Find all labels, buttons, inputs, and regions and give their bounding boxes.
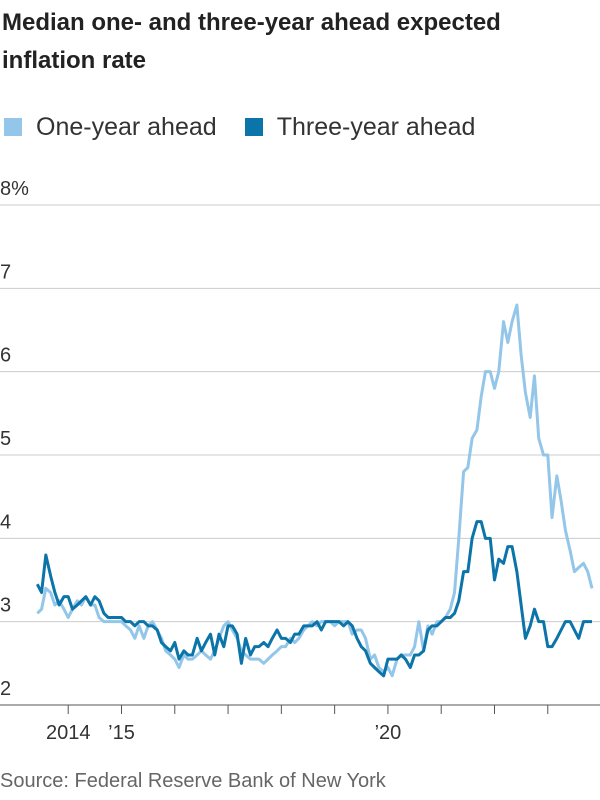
x-tick-label: ’15 (108, 722, 135, 744)
x-tick-label: ’20 (375, 722, 402, 744)
y-tick-label: 8% (0, 178, 29, 200)
legend-item: Three-year ahead (244, 112, 476, 142)
x-tick-label: 2014 (46, 722, 91, 744)
y-tick-label: 6 (0, 345, 11, 367)
legend-label: Three-year ahead (276, 112, 476, 141)
legend-swatch (244, 118, 263, 136)
data-line (35, 520, 593, 678)
y-tick-label: 2 (0, 678, 11, 700)
y-tick-label: 7 (0, 261, 11, 283)
chart-title: Median one- and three-year ahead expecte… (2, 9, 501, 74)
legend-swatch (4, 118, 22, 136)
data-line (36, 303, 594, 678)
y-tick-label: 4 (0, 511, 11, 533)
source-note: Source: Federal Reserve Bank of New York (0, 770, 386, 792)
y-tick-label: 3 (0, 595, 11, 617)
legend-label: One-year ahead (36, 112, 217, 141)
legend: One-year ahead Three-year ahead (4, 110, 503, 144)
legend-item: One-year ahead (4, 113, 217, 142)
y-tick-label: 5 (0, 428, 11, 450)
